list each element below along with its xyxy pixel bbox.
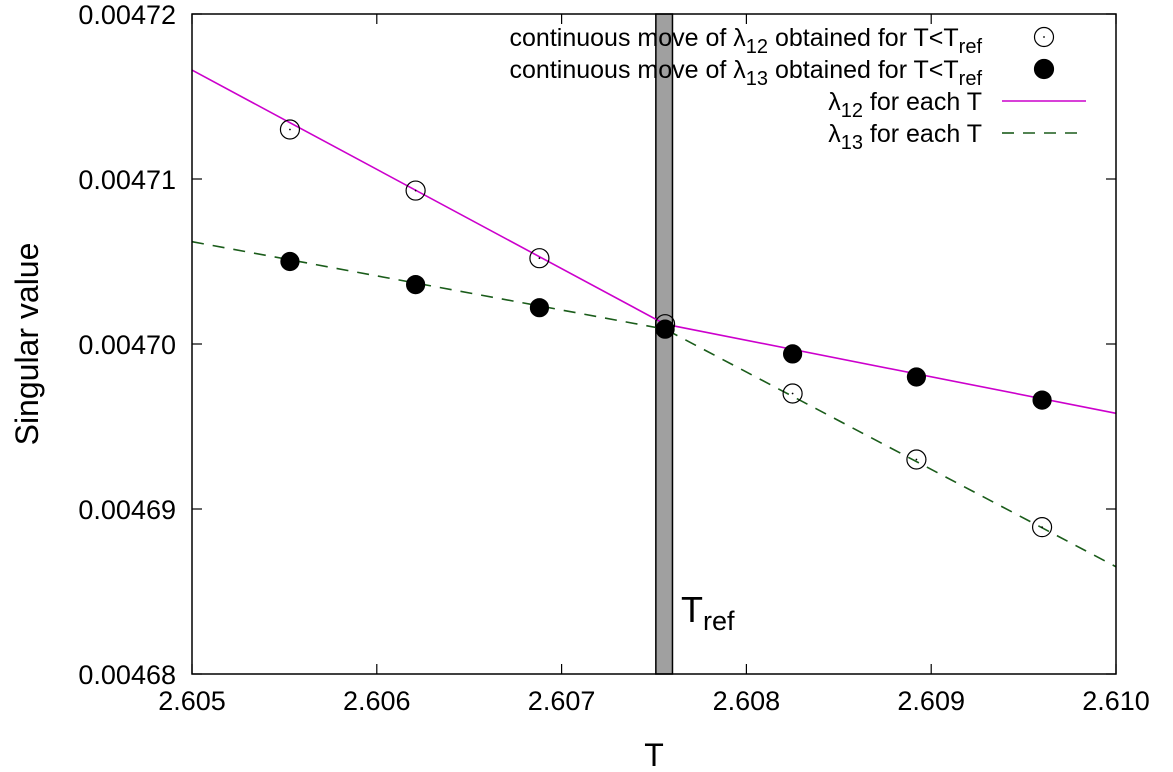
axis-labels: T Singular value: [9, 243, 664, 772]
tref-band: [655, 13, 674, 675]
x-tick-label: 2.609: [897, 686, 965, 716]
data-point-series-0: [906, 449, 927, 470]
data-point-series-0: [405, 180, 426, 201]
x-tick-label: 2.605: [158, 686, 226, 716]
data-point-series-0: [279, 119, 301, 140]
y-tick-label: 0.00472: [78, 0, 176, 30]
legend: continuous move of λ12 obtained for T<Tr…: [510, 24, 1086, 154]
tick-layer: 2.605 2.606 2.607 2.608 2.609 2.610 0.00468 0.0…: [78, 0, 1149, 716]
data-point-center-dot: [414, 189, 417, 192]
x-tick-label: 2.606: [343, 686, 411, 716]
data-point-center-dot: [289, 128, 291, 131]
data-point-series-0: [782, 383, 803, 404]
data-point-series-1: [782, 344, 803, 364]
x-axis-label: T: [644, 737, 664, 772]
x-tick-label: 2.608: [713, 686, 781, 716]
x-tick-label: 2.610: [1082, 686, 1150, 716]
series-line-3: [191, 240, 1117, 568]
data-point-series-0: [529, 248, 550, 269]
legend-marker-dot: [1043, 36, 1045, 38]
data-point-series-1: [406, 275, 426, 295]
legend-label: continuous move of λ13 obtained for T<Tr…: [510, 56, 983, 90]
x-tick-label: 2.607: [528, 686, 596, 716]
data-point-series-0: [1031, 517, 1053, 538]
legend-label: λ13 for each T: [828, 120, 982, 154]
legend-marker: [1033, 58, 1055, 80]
data-point-series-1: [906, 367, 927, 387]
tref-label: Tref: [681, 589, 735, 636]
y-tick-label: 0.00468: [78, 660, 176, 690]
tref-annotation: Tref: [681, 589, 735, 636]
series-layer: [191, 69, 1117, 568]
data-point-center-dot: [538, 257, 541, 260]
y-tick-label: 0.00471: [78, 165, 176, 195]
data-point-center-dot: [791, 392, 794, 395]
legend-label: λ12 for each T: [828, 88, 982, 122]
data-point-center-dot: [915, 458, 918, 461]
y-tick-label: 0.00470: [78, 330, 176, 360]
data-point-center-dot: [1041, 526, 1043, 529]
y-axis-label: Singular value: [9, 243, 45, 446]
data-point-series-1: [280, 251, 300, 272]
data-point-series-1: [1032, 390, 1052, 410]
legend-marker: [1033, 26, 1055, 48]
data-point-series-1: [529, 298, 550, 318]
data-point-series-1: [655, 319, 675, 339]
legend-label: continuous move of λ12 obtained for T<Tr…: [510, 24, 983, 58]
y-tick-label: 0.00469: [78, 495, 176, 525]
tref-band-layer: [655, 13, 674, 675]
